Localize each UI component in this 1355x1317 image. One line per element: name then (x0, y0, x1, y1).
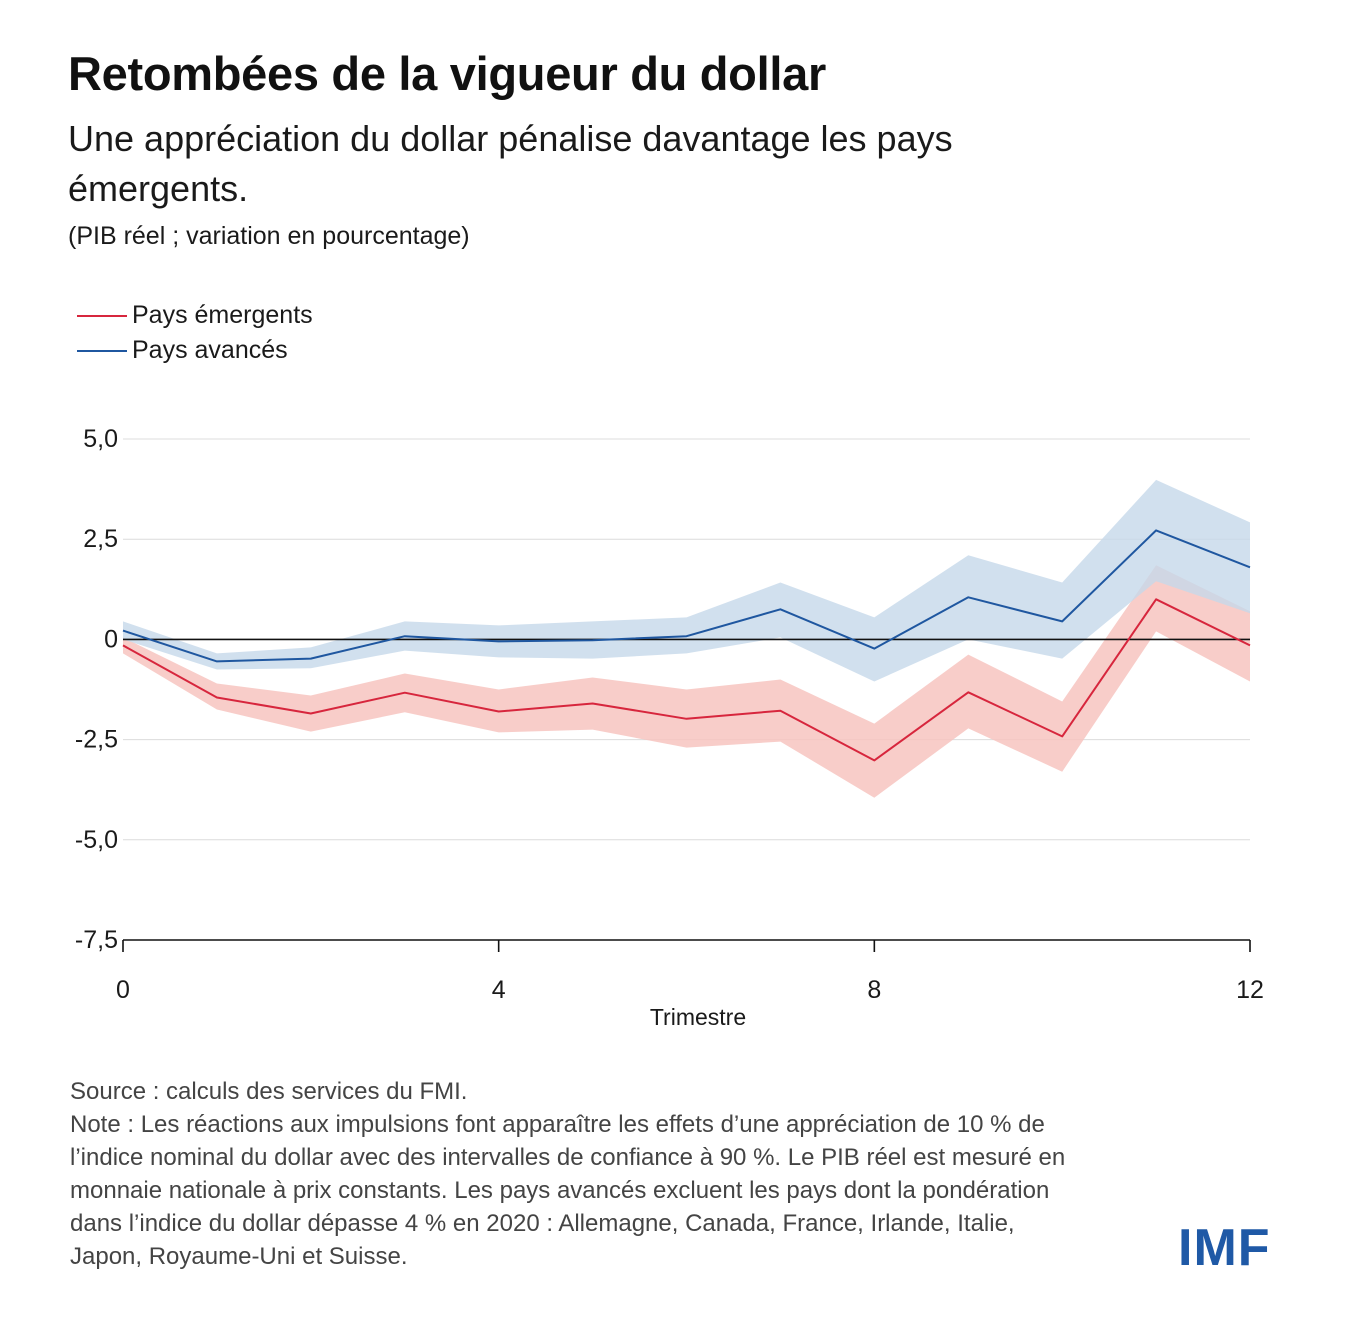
x-axis-label: Trimestre (650, 1004, 746, 1030)
legend-swatch-emergents (77, 314, 127, 317)
chart-subtitle: Une appréciation du dollar pénalise dava… (68, 118, 953, 209)
line-layer (122, 529, 1251, 762)
note-text: Note : Les réactions aux impulsions font… (70, 1111, 1066, 1270)
y-tick-label: -5,0 (75, 826, 118, 854)
source-text: Source : calculs des services du FMI. (70, 1078, 468, 1105)
unit-label: (PIB réel ; variation en pourcentage) (68, 222, 470, 250)
y-tick-label: 0 (104, 625, 118, 653)
legend-swatch-avances (77, 349, 127, 352)
legend-label-emergents: Pays émergents (132, 301, 313, 329)
series-line (122, 529, 1251, 663)
legend: Pays émergents Pays avancés (77, 298, 313, 368)
band-layer (123, 479, 1250, 798)
confidence-band (123, 479, 1250, 682)
x-tick-label: 8 (867, 976, 881, 1004)
x-tick-label: 12 (1236, 976, 1264, 1004)
x-tick-label: 0 (116, 976, 130, 1004)
y-tick-label: -2,5 (75, 726, 118, 754)
y-tick-label: 5,0 (83, 425, 118, 453)
legend-item-avances: Pays avancés (77, 333, 313, 368)
y-tick-label: -7,5 (75, 926, 118, 954)
footer: Source : calculs des services du FMI. No… (70, 1075, 1070, 1273)
legend-label-avances: Pays avancés (132, 336, 288, 364)
axis-layer: 5,0 2,5 0 -2,5 -5,0 -7,5 0 4 8 12 (75, 425, 1264, 1004)
series-line (122, 598, 1251, 762)
imf-logo: IMF (1178, 1219, 1271, 1277)
legend-item-emergents: Pays émergents (77, 298, 313, 333)
line-chart: 5,0 2,5 0 -2,5 -5,0 -7,5 0 4 8 12 Trimestre (75, 425, 1264, 1030)
y-tick-label: 2,5 (83, 525, 118, 553)
chart-title: Retombées de la vigueur du dollar (68, 47, 826, 100)
x-tick-label: 4 (492, 976, 506, 1004)
